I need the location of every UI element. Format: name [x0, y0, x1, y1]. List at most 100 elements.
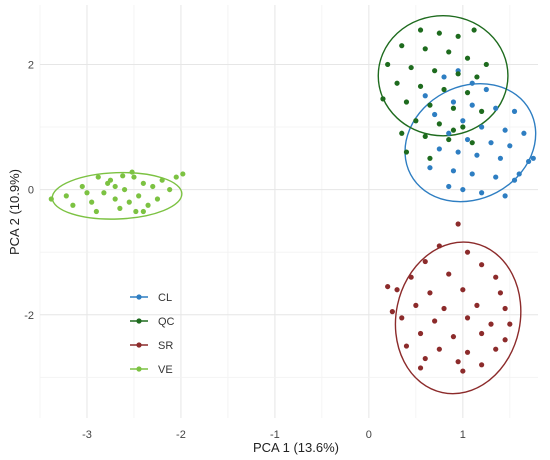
point-qc [436, 30, 442, 36]
point-qc [422, 46, 428, 52]
x-tick-label: 1 [460, 429, 466, 441]
point-sr [464, 315, 471, 321]
point-qc [464, 55, 471, 61]
point-ve [159, 177, 165, 183]
point-sr [460, 368, 466, 374]
point-cl [441, 74, 447, 80]
legend-marker [136, 366, 142, 372]
point-ve [48, 196, 54, 202]
point-qc [474, 74, 480, 80]
point-cl [460, 118, 466, 124]
point-ve [117, 205, 123, 211]
point-sr [408, 274, 414, 280]
point-qc [403, 149, 410, 155]
point-sr [502, 305, 508, 312]
legend-marker [136, 318, 142, 324]
point-sr [422, 258, 428, 265]
y-tick-label: -2 [24, 310, 34, 322]
point-sr [427, 290, 433, 296]
point-cl [446, 183, 452, 190]
point-sr [479, 330, 485, 337]
point-ve [112, 196, 118, 202]
point-cl [469, 102, 475, 108]
point-qc [427, 102, 433, 108]
point-sr [432, 318, 438, 324]
point-cl [446, 130, 452, 136]
legend-item-cl: CL [130, 292, 172, 304]
point-cl [516, 171, 522, 177]
point-ve [140, 208, 146, 215]
point-qc [450, 127, 457, 133]
point-cl [493, 174, 499, 180]
point-ve [121, 186, 128, 193]
point-sr [479, 262, 485, 268]
point-qc [408, 64, 414, 71]
x-axis-ticks: -3 -2 -1 0 1 [82, 429, 466, 441]
point-sr [450, 334, 457, 340]
point-sr [497, 290, 504, 296]
point-qc [446, 136, 452, 143]
point-ve [63, 193, 69, 199]
point-qc [455, 71, 461, 77]
point-ve [133, 208, 139, 215]
legend: CL QC SR VE [130, 292, 175, 376]
point-ve [120, 173, 126, 179]
point-qc [399, 130, 405, 136]
point-ve [101, 190, 107, 196]
point-sr [460, 287, 466, 293]
point-cl [488, 140, 494, 146]
data-points [48, 27, 536, 374]
point-cl [530, 155, 536, 161]
confidence-ellipses [51, 14, 537, 395]
x-axis-title: PCA 1 (13.6%) [253, 440, 339, 455]
legend-item-sr: SR [130, 340, 173, 352]
point-ve [79, 183, 85, 190]
point-cl [450, 99, 457, 105]
point-qc [464, 90, 471, 96]
legend-item-ve: VE [130, 364, 173, 376]
legend-label: QC [158, 316, 175, 328]
point-qc [455, 33, 461, 39]
point-sr [441, 305, 447, 312]
point-sr [493, 346, 499, 352]
point-cl [474, 152, 480, 158]
point-sr [399, 315, 405, 321]
point-qc [380, 96, 386, 102]
point-sr [474, 302, 480, 308]
point-cl [479, 190, 485, 196]
point-ve [136, 193, 142, 199]
point-cl [469, 171, 475, 177]
point-ve [167, 186, 173, 193]
point-cl [469, 80, 475, 86]
point-ve [70, 202, 76, 208]
point-cl [436, 146, 442, 152]
point-cl [460, 186, 466, 193]
point-ve [105, 180, 111, 186]
point-sr [422, 355, 428, 362]
point-cl [521, 130, 527, 136]
ellipse-sr [394, 241, 522, 395]
point-qc [446, 49, 452, 55]
point-ve [129, 169, 135, 175]
point-cl [432, 111, 438, 118]
legend-label: VE [158, 364, 173, 376]
point-cl [511, 108, 518, 114]
point-cl [455, 149, 461, 155]
y-axis-ticks: -2 0 2 [24, 59, 34, 321]
ellipse-qc [377, 14, 509, 137]
point-cl [450, 168, 457, 174]
y-axis-title: PCA 2 (10.9%) [7, 169, 22, 255]
point-qc [469, 140, 475, 146]
point-cl [526, 158, 532, 165]
point-cl [493, 105, 499, 111]
point-ve [112, 183, 118, 190]
point-sr [403, 343, 410, 349]
point-sr [436, 346, 442, 352]
point-sr [493, 274, 499, 280]
point-cl [497, 155, 504, 161]
point-qc [432, 68, 438, 74]
point-cl [464, 136, 471, 143]
point-sr [436, 243, 442, 249]
point-sr [455, 221, 461, 227]
